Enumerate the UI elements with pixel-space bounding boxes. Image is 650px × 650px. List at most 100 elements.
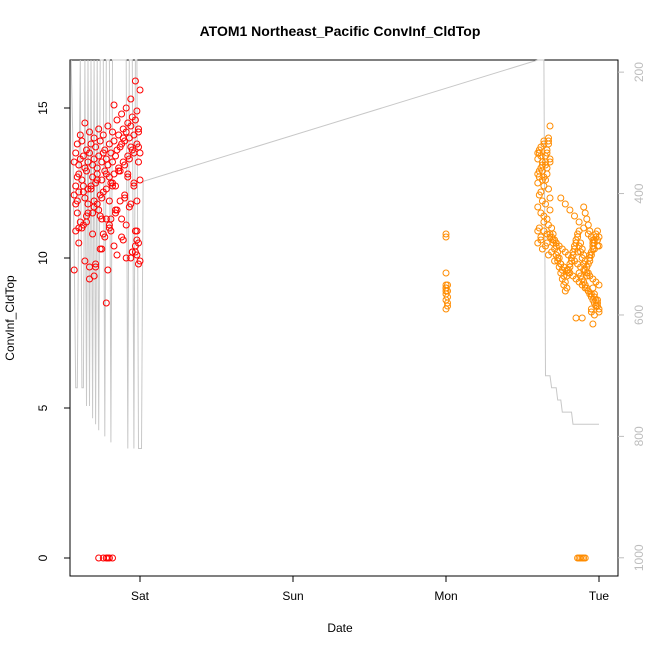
data-point	[105, 197, 113, 205]
data-point	[73, 209, 81, 217]
data-point	[104, 266, 112, 274]
data-point	[561, 200, 569, 208]
data-point	[98, 176, 106, 184]
data-point	[93, 200, 101, 208]
series-2-points	[442, 122, 603, 562]
y-tick-label: 15	[36, 101, 50, 115]
data-point	[113, 251, 121, 259]
x-axis: Sat Sun Mon Tue	[131, 576, 609, 603]
data-point	[590, 311, 598, 319]
data-point	[102, 170, 110, 178]
data-point	[113, 116, 121, 124]
data-point	[75, 239, 83, 247]
x-axis-label: Date	[327, 621, 353, 635]
data-point	[124, 173, 132, 181]
data-point	[70, 266, 78, 274]
x-tick-label: Sat	[131, 589, 150, 603]
data-point	[590, 245, 598, 253]
data-point	[96, 245, 104, 253]
data-point	[90, 134, 98, 142]
data-point	[78, 137, 86, 145]
data-point	[86, 128, 93, 136]
x-tick-label: Tue	[589, 589, 610, 603]
data-point	[84, 200, 92, 208]
plot-frame	[69, 59, 619, 577]
data-point	[79, 221, 87, 229]
data-point	[118, 215, 126, 223]
data-point	[442, 284, 450, 292]
data-point	[563, 284, 571, 292]
y2-tick-label: 200	[632, 62, 646, 82]
data-point	[557, 194, 565, 202]
data-point	[95, 125, 103, 133]
data-point	[442, 269, 450, 277]
data-point	[136, 149, 144, 157]
series-1-points	[70, 77, 144, 562]
data-point	[109, 179, 116, 187]
altitude-trace	[70, 59, 599, 449]
data-point	[583, 215, 591, 223]
data-point	[136, 86, 144, 94]
data-point	[124, 170, 132, 178]
data-point	[92, 143, 100, 151]
data-point	[130, 182, 138, 190]
data-point	[96, 137, 104, 145]
data-point	[109, 182, 116, 190]
data-point	[444, 299, 451, 307]
x-tick-label: Sun	[282, 589, 303, 603]
data-point	[87, 185, 95, 193]
chart-title: ATOM1 Northeast_Pacific ConvInf_CldTop	[200, 23, 481, 39]
data-point	[89, 230, 97, 238]
data-point	[543, 170, 551, 178]
data-point	[534, 179, 542, 187]
data-point	[110, 242, 118, 250]
data-point	[109, 128, 116, 136]
data-point	[571, 212, 578, 220]
data-point	[131, 116, 139, 124]
data-point	[589, 284, 597, 292]
data-point	[89, 209, 97, 217]
data-point	[595, 281, 603, 289]
data-point	[546, 158, 554, 166]
data-point	[92, 263, 100, 271]
data-point	[545, 185, 552, 193]
y-axis-label: ConvInf_CldTop	[3, 275, 17, 361]
data-point	[119, 134, 127, 142]
data-point	[72, 149, 80, 157]
data-point	[543, 149, 551, 157]
data-point	[127, 143, 135, 151]
data-point	[545, 140, 552, 148]
data-point	[122, 254, 130, 262]
data-point	[135, 125, 142, 133]
y2-tick-label: 800	[632, 426, 646, 446]
data-point	[546, 206, 554, 214]
data-point	[110, 137, 118, 145]
data-point	[93, 176, 101, 184]
data-point	[95, 554, 103, 562]
data-point	[131, 248, 139, 256]
data-point	[540, 218, 548, 226]
x-tick-label: Mon	[434, 589, 457, 603]
data-point	[115, 167, 123, 175]
data-point	[442, 230, 450, 238]
data-point	[127, 254, 135, 262]
y2-tick-label: 600	[632, 305, 646, 325]
data-point	[595, 233, 603, 241]
data-point	[589, 320, 597, 328]
data-point	[83, 212, 90, 220]
data-point	[581, 209, 589, 217]
data-point	[133, 107, 141, 115]
data-point	[552, 239, 560, 247]
data-point	[127, 122, 135, 130]
data-point	[542, 158, 549, 166]
data-point	[98, 215, 106, 223]
data-point	[574, 248, 582, 256]
data-point	[81, 257, 89, 265]
data-point	[72, 182, 80, 190]
data-point	[442, 233, 450, 241]
data-point	[84, 185, 92, 193]
data-point	[105, 224, 113, 232]
data-point	[131, 77, 139, 85]
data-point	[537, 236, 545, 244]
